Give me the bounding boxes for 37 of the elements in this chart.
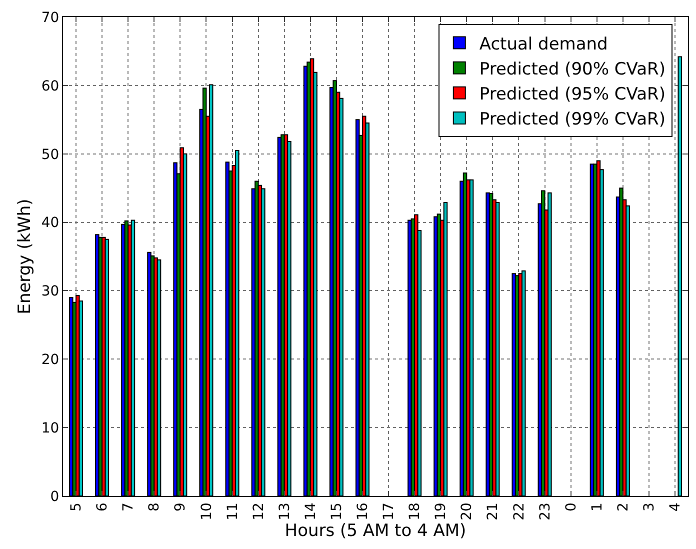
legend-label: Predicted (90% CVaR) (479, 59, 666, 80)
x-tick-label: 21 (485, 502, 502, 520)
y-tick-label: 10 (41, 420, 60, 436)
y-axis-title: Energy (kWh) (14, 198, 35, 314)
x-tick-label: 17 (381, 502, 398, 520)
x-tick-label: 9 (172, 502, 189, 512)
x-tick-label: 22 (511, 502, 528, 520)
legend-label: Actual demand (479, 34, 608, 54)
x-tick-label: 6 (94, 502, 111, 512)
x-tick-label: 12 (250, 502, 267, 520)
x-tick-label: 16 (355, 502, 372, 520)
legend-label: Predicted (95% CVaR) (479, 84, 666, 105)
y-tick-label: 20 (41, 352, 60, 368)
x-tick-label: 13 (276, 502, 293, 520)
x-tick-label: 23 (537, 502, 554, 520)
legend-label: Predicted (99% CVaR) (479, 110, 666, 130)
y-tick-label: 60 (41, 78, 60, 94)
x-tick-label: 8 (146, 502, 163, 512)
x-tick-label: 0 (563, 502, 580, 512)
x-tick-label: 3 (641, 502, 658, 512)
x-tick-label: 7 (120, 502, 137, 512)
x-tick-label: 19 (433, 502, 450, 520)
y-tick-label: 30 (41, 284, 60, 300)
x-tick-label: 14 (302, 502, 319, 520)
x-tick-label: 20 (459, 502, 476, 520)
x-tick-label: 5 (68, 502, 85, 512)
x-tick-label: 18 (407, 502, 424, 520)
x-tick-label: 15 (328, 502, 345, 520)
x-axis-title: Hours (5 AM to 4 AM) (284, 520, 466, 541)
y-tick-label: 40 (41, 215, 60, 232)
x-tick-label: 4 (668, 502, 684, 512)
y-tick-label: 50 (41, 146, 60, 163)
x-tick-label: 1 (589, 502, 606, 512)
x-tick-label: 10 (198, 502, 215, 520)
x-tick-label: 2 (615, 502, 632, 512)
x-tick-label: 11 (224, 502, 241, 520)
y-tick-label: 70 (41, 10, 60, 26)
